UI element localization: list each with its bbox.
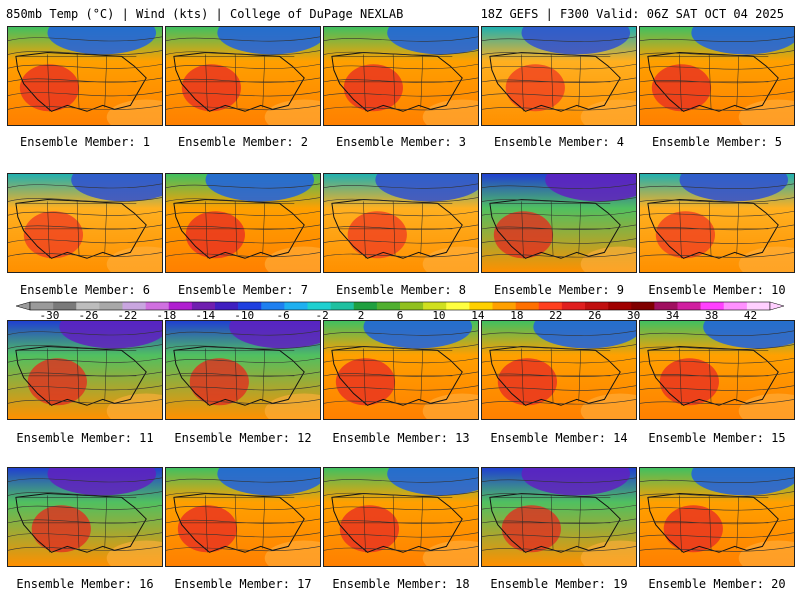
colorbar-swatch [723,302,748,310]
colorbar-swatch [423,302,447,310]
colorbar-swatch [284,302,308,310]
ensemble-map-panel [323,26,479,126]
ensemble-member-label: Ensemble Member: 11 [16,431,154,445]
ensemble-map-panel [323,173,479,273]
colorbar-swatch [376,302,401,310]
colorbar-swatch [677,302,701,310]
colorbar-swatch [608,302,632,310]
ensemble-member-label: Ensemble Member: 12 [174,431,312,445]
colorbar-swatch [30,302,54,310]
colorbar-tick-label: -18 [156,309,176,320]
ensemble-map-panel [481,320,637,420]
colorbar-left-arrow [15,301,31,311]
ensemble-map-panel [7,173,163,273]
colorbar-swatch [168,302,193,310]
colorbar-tick-label: 34 [666,309,680,320]
colorbar-tick-label: 22 [549,309,562,320]
ensemble-member-label: Ensemble Member: 10 [648,283,786,297]
colorbar-swatch [469,302,493,310]
temperature-colorbar: -30 -26 -22 -18 -14 -10 -6 -2 2 6 10 14 18 22 26 30 34 38… [15,301,785,320]
ensemble-member-label: Ensemble Member: 5 [651,135,783,149]
colorbar-swatch [191,302,216,310]
ensemble-map-panel [323,320,479,420]
ensemble-member-label: Ensemble Member: 1 [19,135,151,149]
colorbar-tick-label: 18 [510,309,523,320]
colorbar-tick-label: 42 [744,309,757,320]
ensemble-member-label: Ensemble Member: 20 [648,577,786,591]
colorbar-swatch [261,302,285,310]
colorbar-swatch [307,302,331,310]
ensemble-map-panel [639,173,795,273]
ensemble-member-label: Ensemble Member: 13 [332,431,470,445]
colorbar-swatch [122,302,146,310]
colorbar-swatch [330,302,355,310]
colorbar-swatch [238,302,262,310]
ensemble-member-label: Ensemble Member: 2 [177,135,309,149]
colorbar-tick-label: -2 [315,309,328,320]
ensemble-map-panel [7,467,163,567]
ensemble-map-panel [165,320,321,420]
ensemble-map-panel [165,26,321,126]
colorbar-tick-label: 6 [397,309,404,320]
colorbar-swatch [654,302,678,310]
ensemble-member-label: Ensemble Member: 8 [335,283,467,297]
ensemble-member-label: Ensemble Member: 19 [490,577,628,591]
colorbar-swatch [492,302,516,310]
colorbar-swatch [631,302,655,310]
colorbar-swatch [538,302,563,310]
colorbar-swatch [145,302,170,310]
colorbar-tick-label: -10 [234,309,254,320]
ensemble-map-panel [639,26,795,126]
colorbar-tick-label: -26 [78,309,98,320]
colorbar-swatch [515,302,540,310]
header-right-title: 18Z GEFS | F300 Valid: 06Z SAT OCT 04 20… [480,7,784,21]
ensemble-map-panel [639,467,795,567]
ensemble-member-label: Ensemble Member: 7 [177,283,309,297]
ensemble-member-label: Ensemble Member: 4 [493,135,625,149]
colorbar-swatch [215,302,239,310]
colorbar-swatch [585,302,609,310]
ensemble-member-label: Ensemble Member: 3 [335,135,467,149]
colorbar-right-arrow [769,301,785,311]
ensemble-map-panel [323,467,479,567]
colorbar-swatch [561,302,586,310]
colorbar-tick-label: 38 [705,309,718,320]
colorbar-swatch [53,302,77,310]
ensemble-map-panel [481,467,637,567]
colorbar-tick-label: 26 [588,309,601,320]
ensemble-member-label: Ensemble Member: 17 [174,577,312,591]
colorbar-tick-label: -22 [117,309,137,320]
ensemble-member-label: Ensemble Member: 16 [16,577,154,591]
colorbar-swatch [76,302,100,310]
colorbar-swatch [353,302,378,310]
ensemble-map-panel [165,173,321,273]
colorbar-tick-label: -6 [277,309,290,320]
header-left-title: 850mb Temp (°C) | Wind (kts) | College o… [6,7,404,21]
colorbar-tick-label: 10 [432,309,445,320]
ensemble-map-panel [481,173,637,273]
ensemble-map-panel [481,26,637,126]
colorbar-swatch [746,302,771,310]
ensemble-member-label: Ensemble Member: 15 [648,431,786,445]
colorbar-swatch [400,302,424,310]
colorbar-swatch [446,302,470,310]
ensemble-member-label: Ensemble Member: 6 [19,283,151,297]
colorbar-tick-label: 14 [471,309,485,320]
ensemble-map-panel [7,26,163,126]
colorbar-tick-label: 2 [358,309,365,320]
colorbar-tick-label: 30 [627,309,640,320]
ensemble-member-label: Ensemble Member: 9 [493,283,625,297]
ensemble-map-panel [7,320,163,420]
ensemble-map-panel [639,320,795,420]
ensemble-map-panel [165,467,321,567]
colorbar-tick-label: -14 [195,309,215,320]
ensemble-member-label: Ensemble Member: 18 [332,577,470,591]
ensemble-member-label: Ensemble Member: 14 [490,431,628,445]
colorbar-tick-label: -30 [40,309,60,320]
colorbar-swatch [99,302,123,310]
colorbar-swatch [700,302,725,310]
